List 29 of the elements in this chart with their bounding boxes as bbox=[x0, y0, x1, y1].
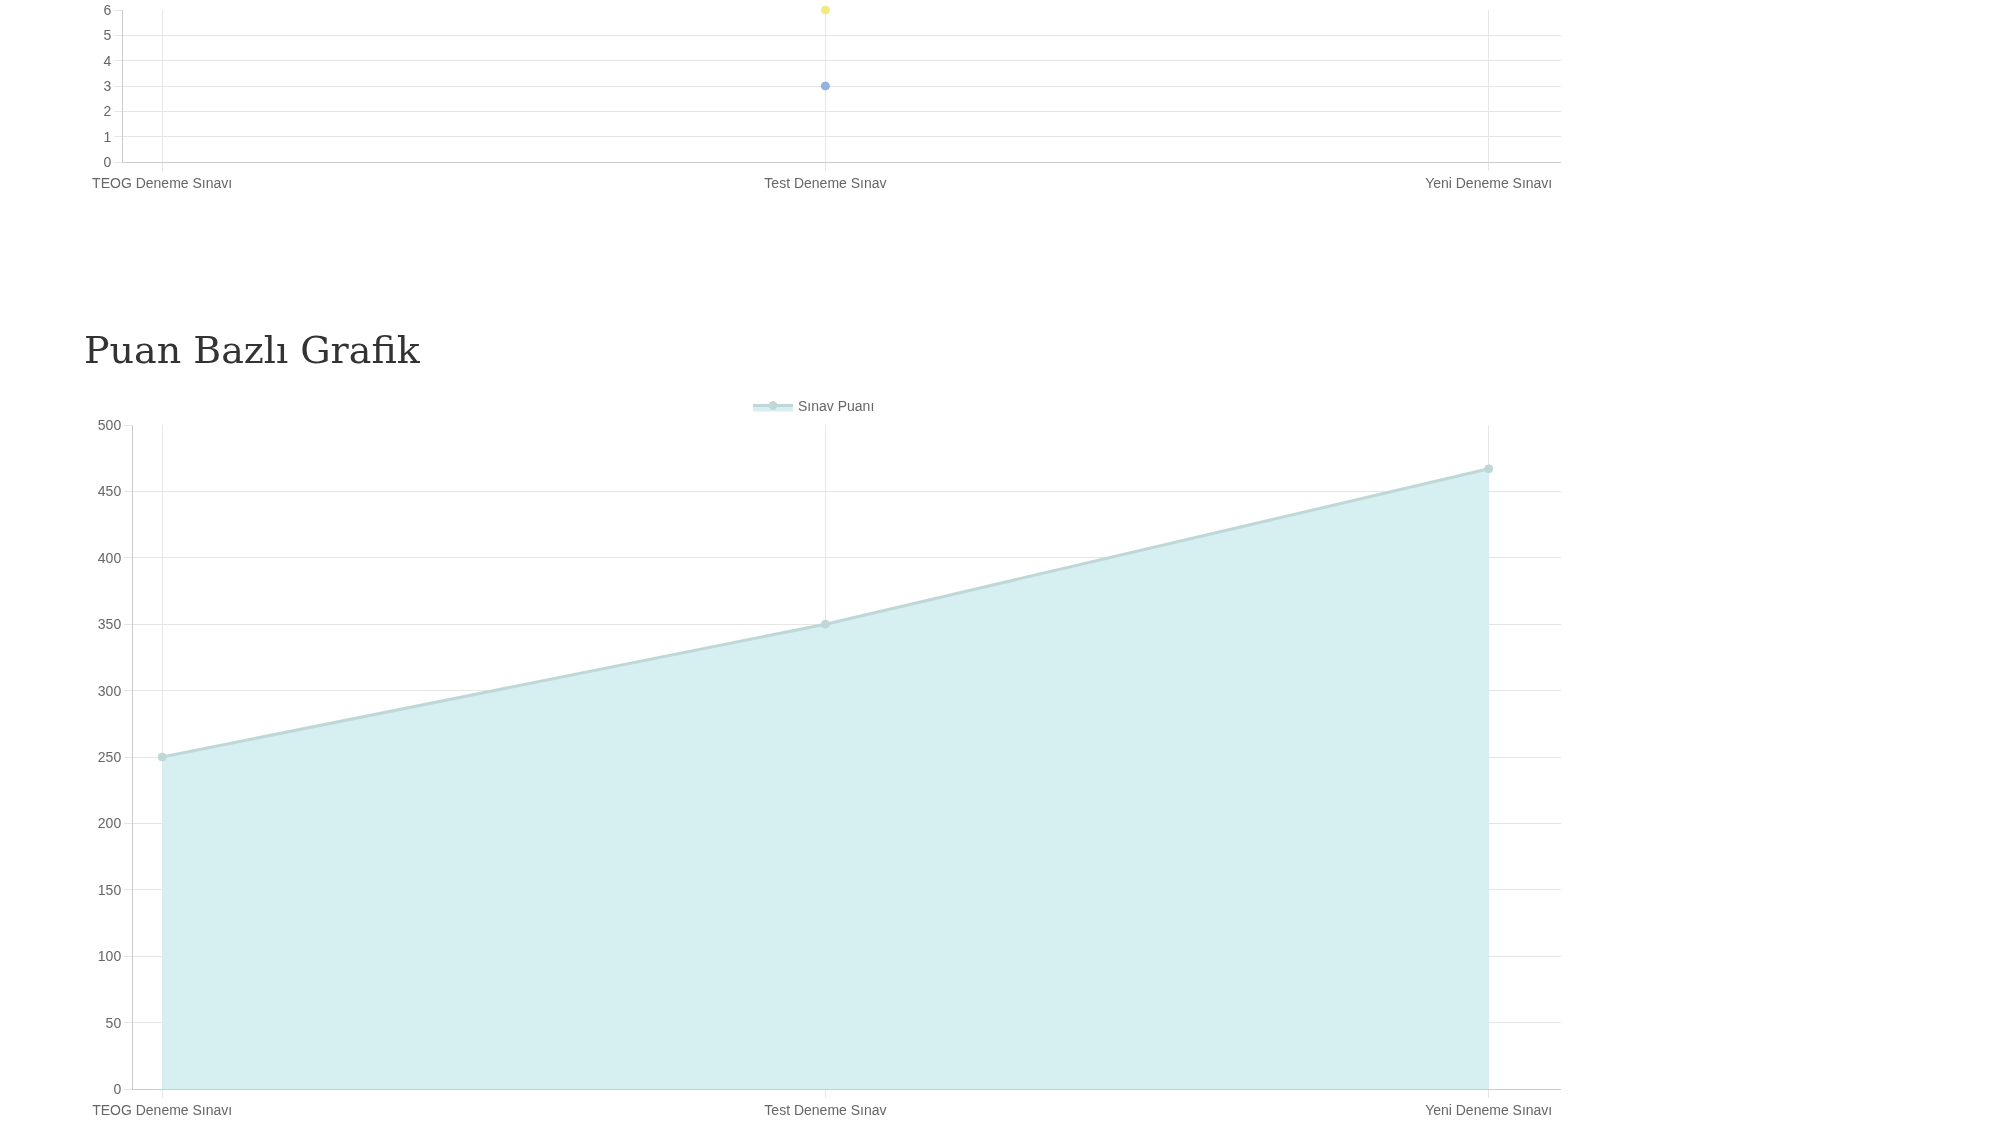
x-tick-label: TEOG Deneme Sınavı bbox=[92, 174, 233, 191]
x-tick-label: Yeni Deneme Sınavı bbox=[1425, 174, 1553, 191]
y-tick-label: 350 bbox=[97, 616, 122, 633]
y-tick-label: 50 bbox=[105, 1014, 122, 1031]
y-tick-label: 1 bbox=[103, 128, 112, 145]
x-tick-label: Yeni Deneme Sınavı bbox=[1425, 1101, 1553, 1118]
y-tick-label: 200 bbox=[97, 815, 122, 832]
y-tick-label: 6 bbox=[103, 1, 112, 18]
y-tick-label: 150 bbox=[97, 881, 122, 898]
x-tick-label: TEOG Deneme Sınavı bbox=[92, 1101, 233, 1118]
point bbox=[1484, 464, 1494, 474]
y-tick-label: 500 bbox=[97, 416, 122, 433]
y-tick-label: 250 bbox=[97, 748, 122, 765]
chart-title: Puan Bazlı Grafik bbox=[84, 328, 421, 372]
y-tick-label: 100 bbox=[97, 948, 122, 965]
y-tick-label: 4 bbox=[103, 52, 112, 69]
y-tick-label: 0 bbox=[103, 153, 112, 170]
y-tick-label: 400 bbox=[97, 549, 122, 566]
y-tick-label: 2 bbox=[103, 103, 112, 120]
x-tick-label: Test Deneme Sınav bbox=[764, 1101, 887, 1118]
y-tick-label: 0 bbox=[113, 1080, 122, 1097]
x-tick-label: Test Deneme Sınav bbox=[764, 174, 887, 191]
point bbox=[820, 619, 830, 629]
y-tick-label: 300 bbox=[97, 682, 122, 699]
y-tick-label: 5 bbox=[103, 27, 112, 44]
y-tick-label: 3 bbox=[103, 77, 112, 94]
legend-label: Sınav Puanı bbox=[798, 398, 875, 415]
point bbox=[157, 752, 167, 762]
y-tick-label: 450 bbox=[97, 483, 122, 500]
